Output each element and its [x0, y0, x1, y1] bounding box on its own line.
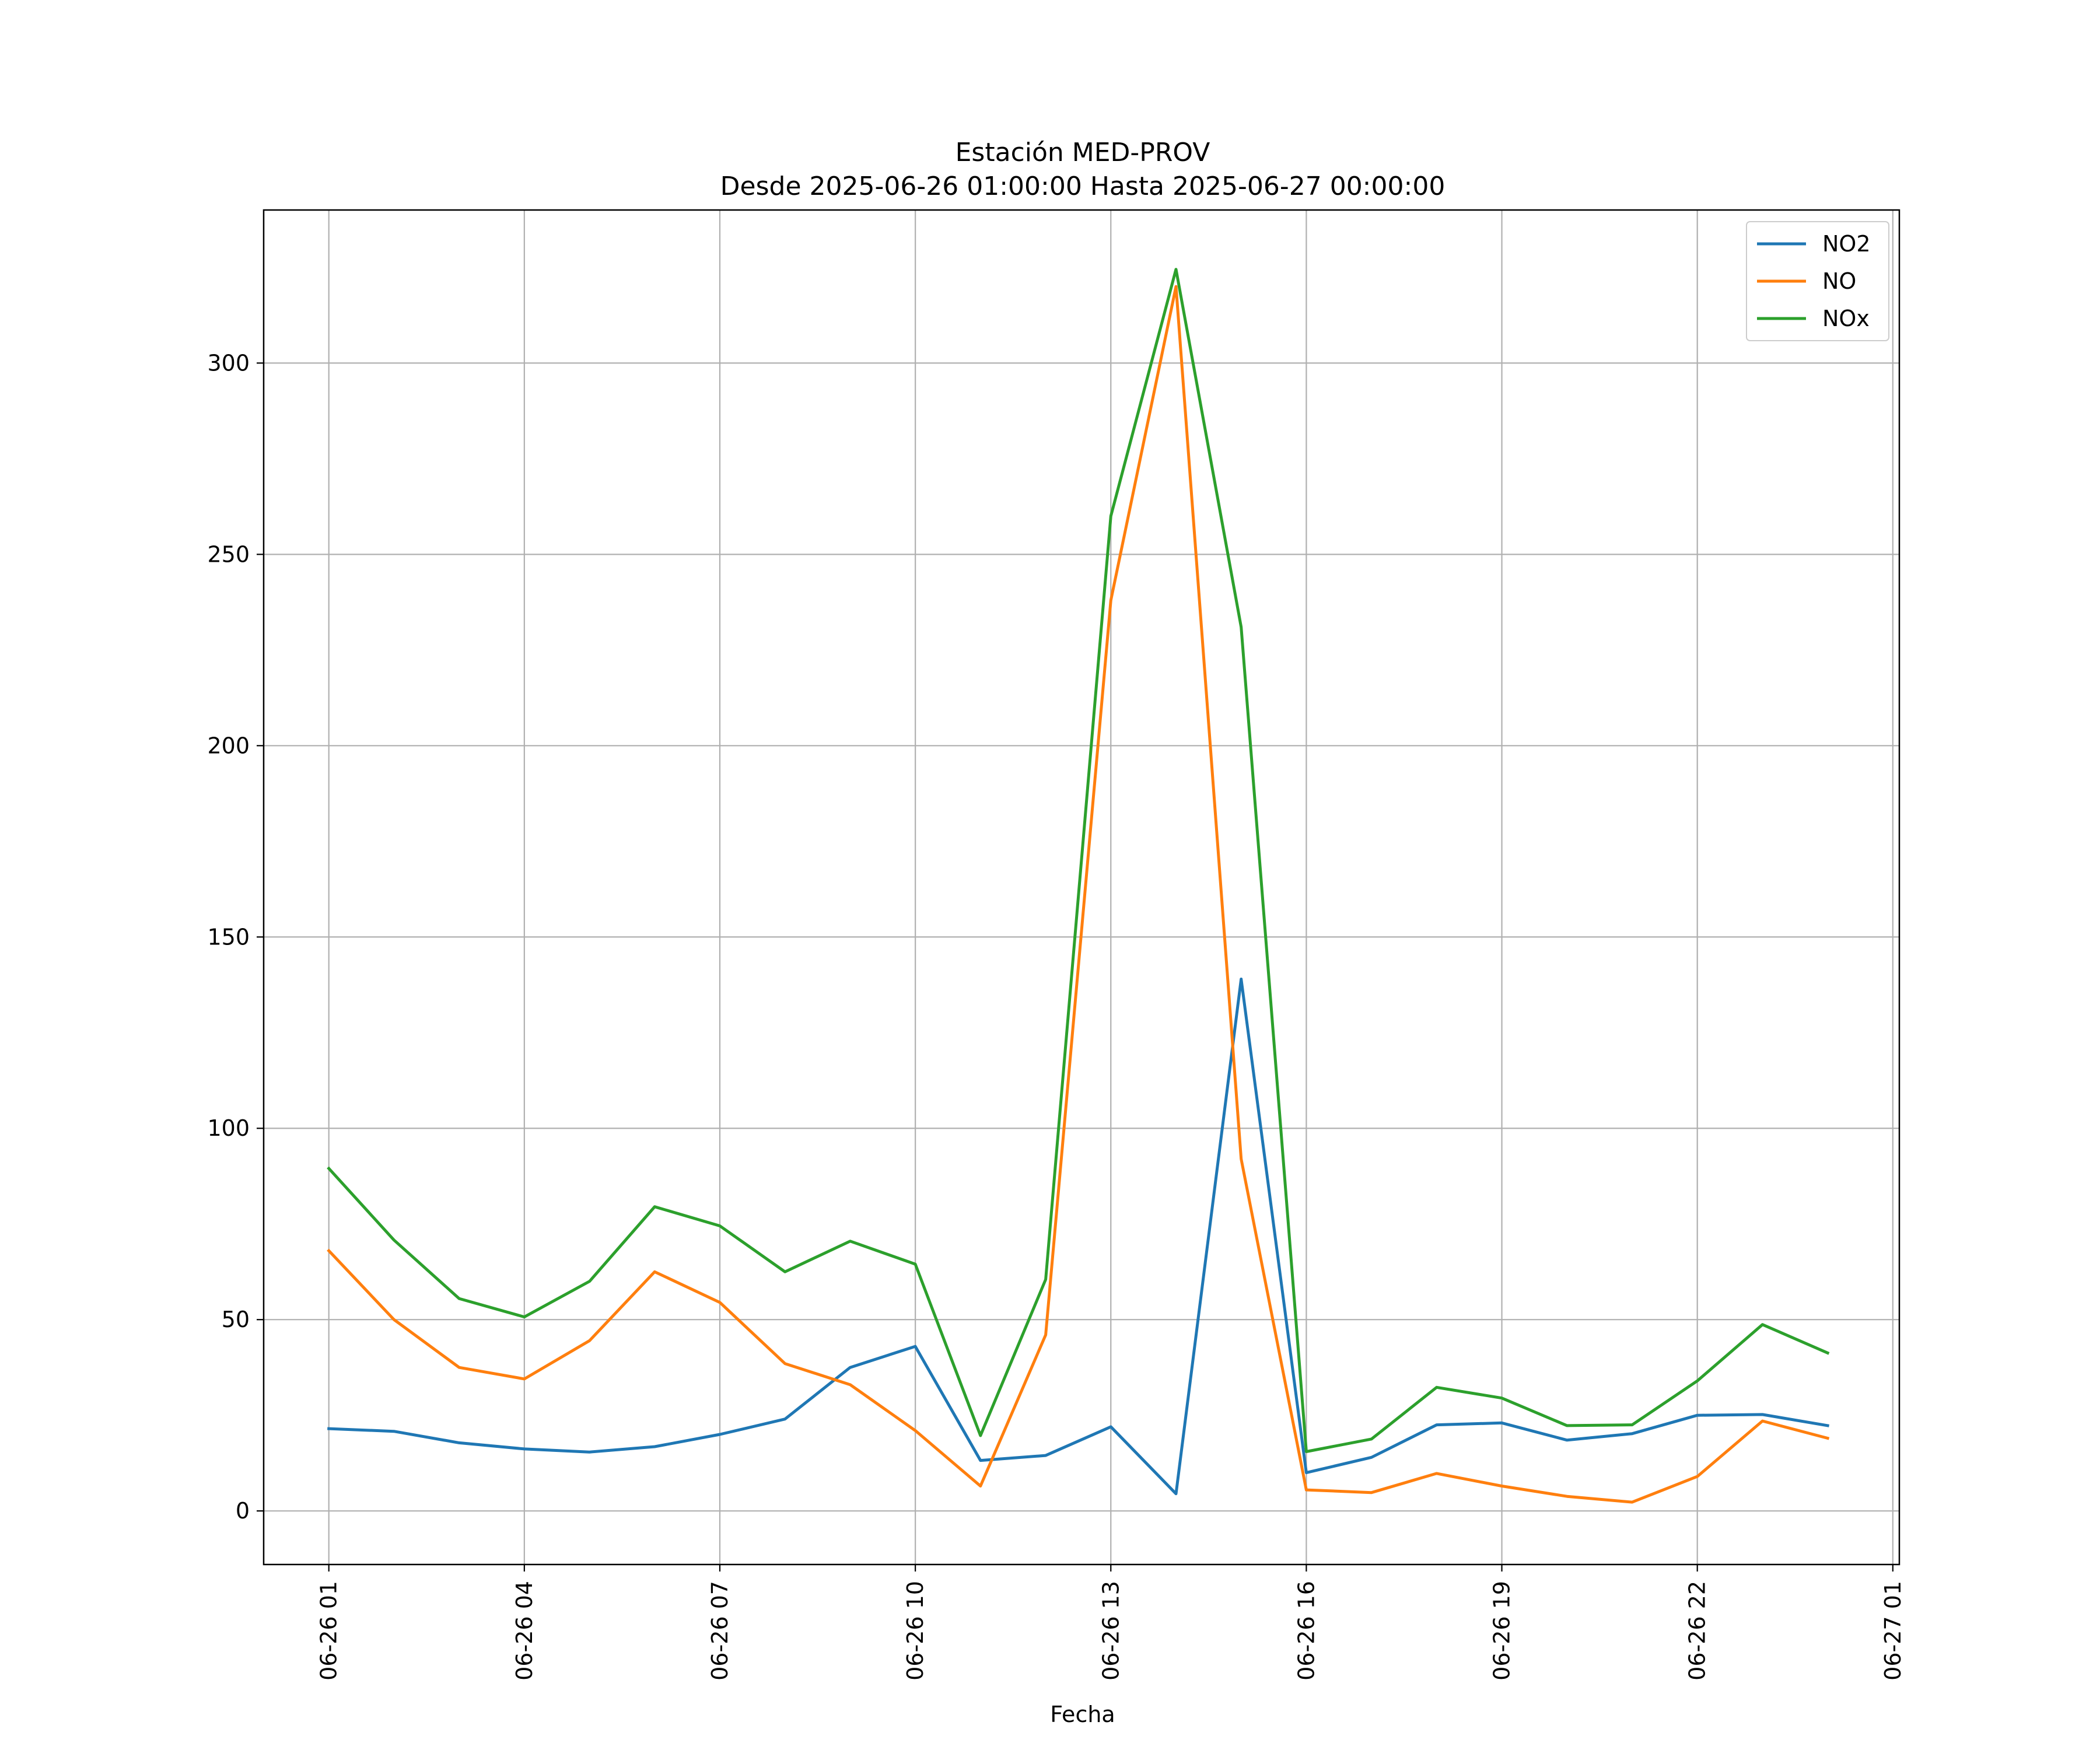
- x-tick-label: 06-26 16: [1293, 1581, 1319, 1681]
- y-tick-label: 150: [207, 924, 250, 950]
- y-tick-label: 250: [207, 541, 250, 567]
- x-tick-label: 06-26 22: [1685, 1581, 1710, 1681]
- legend-label-nox: NOx: [1822, 306, 1870, 331]
- y-tick-label: 0: [236, 1498, 250, 1524]
- chart-title: Estación MED-PROV: [956, 138, 1210, 167]
- x-tick-label: 06-26 13: [1098, 1581, 1124, 1681]
- x-tick-label: 06-26 07: [707, 1581, 733, 1681]
- x-tick-label: 06-26 04: [512, 1581, 537, 1681]
- legend-label-no2: NO2: [1822, 231, 1871, 257]
- x-tick-label: 06-26 19: [1489, 1581, 1515, 1681]
- y-tick-label: 100: [207, 1115, 250, 1141]
- x-tick-label: 06-26 01: [316, 1581, 342, 1681]
- chart-subtitle: Desde 2025-06-26 01:00:00 Hasta 2025-06-…: [720, 172, 1446, 201]
- series-line-no: [327, 285, 1830, 1504]
- y-tick-label: 200: [207, 733, 250, 758]
- legend-label-no: NO: [1822, 268, 1856, 294]
- x-tick-label: 06-27 01: [1880, 1581, 1906, 1681]
- y-axis-ticks: 0 50 100 150 200 250 300: [207, 350, 264, 1524]
- grid: [264, 210, 1899, 1564]
- x-axis-label: Fecha: [1050, 1702, 1115, 1727]
- x-tick-label: 06-26 10: [902, 1581, 928, 1681]
- y-tick-label: 300: [207, 350, 250, 376]
- legend-box: [1746, 221, 1889, 341]
- y-tick-label: 50: [222, 1307, 250, 1332]
- plot-frame: [262, 209, 1901, 1566]
- series-line-nox: [327, 268, 1830, 1453]
- legend: NO2 NO NOx: [1746, 221, 1889, 341]
- series-line-no2: [327, 977, 1829, 1496]
- series-lines: [327, 268, 1830, 1504]
- x-axis-ticks: 06-26 01 06-26 04 06-26 07 06-26 10 06-26 13…: [316, 1564, 1906, 1681]
